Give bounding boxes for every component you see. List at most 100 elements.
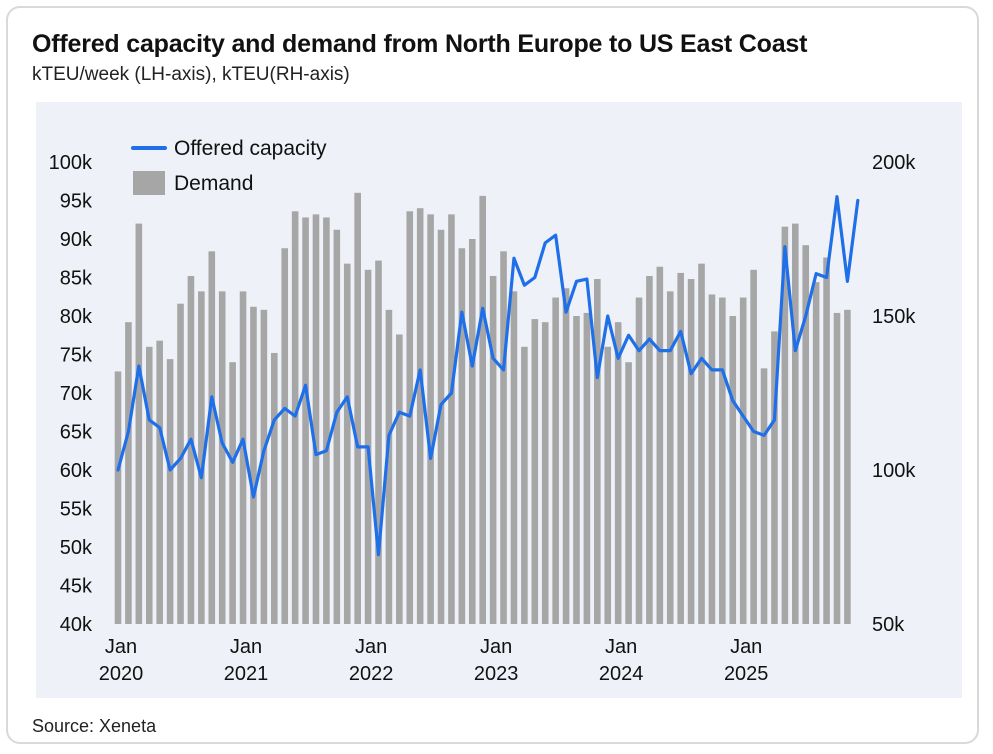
left-axis: 100k 95k 90k 85k 80k 75k 70k 65k 60k 55k 50k 45k 40k: [49, 152, 93, 636]
capacity-line-group: [116, 195, 860, 557]
demand-bar: [500, 251, 507, 624]
demand-bar: [802, 245, 810, 624]
demand-bar: [541, 322, 549, 624]
legend-bar-swatch: [133, 171, 165, 195]
x-axis: Jan 2020 Jan 2021 Jan 2022 Jan 2023 Jan 2024 Jan 20…: [99, 636, 769, 685]
demand-bar: [771, 331, 778, 624]
left-axis-tick-label: 75k: [60, 345, 93, 367]
demand-bar: [489, 275, 497, 624]
demand-bar: [760, 368, 768, 624]
demand-bar: [437, 229, 445, 624]
demand-bar: [198, 291, 205, 624]
demand-bar: [750, 269, 757, 624]
demand-bar: [250, 306, 257, 624]
demand-bar: [229, 362, 236, 624]
source-note: Source: Xeneta: [32, 716, 157, 736]
x-axis-year-label: 2021: [224, 663, 269, 685]
demand-bar: [125, 322, 132, 624]
left-axis-tick-label: 100k: [49, 152, 93, 174]
demand-bar: [583, 312, 591, 624]
demand-bar: [135, 223, 143, 624]
demand-bar: [739, 297, 747, 624]
demand-bar: [323, 217, 330, 624]
demand-bar: [333, 229, 341, 624]
demand-bar: [156, 340, 163, 624]
left-axis-tick-label: 95k: [60, 191, 93, 213]
left-axis-tick-label: 80k: [60, 306, 93, 328]
demand-bar: [781, 226, 789, 624]
demand-bar: [698, 263, 705, 624]
legend-label: Demand: [174, 172, 253, 195]
demand-bar: [635, 297, 643, 624]
chart-title: Offered capacity and demand from North E…: [32, 30, 808, 58]
demand-bar: [281, 248, 289, 625]
demand-bar: [531, 319, 539, 624]
demand-bar: [510, 291, 518, 624]
demand-bar: [562, 288, 570, 624]
demand-bar: [239, 291, 247, 624]
right-axis-tick-label: 50k: [872, 614, 905, 636]
x-axis-year-label: 2025: [724, 663, 769, 685]
x-axis-year-label: 2022: [349, 663, 394, 685]
demand-bar: [260, 309, 268, 624]
demand-bar: [343, 263, 351, 624]
demand-bar: [208, 251, 216, 624]
demand-bar: [823, 257, 830, 624]
demand-bar: [604, 346, 612, 624]
demand-bar: [719, 297, 726, 624]
demand-bar: [552, 297, 559, 624]
x-axis-month-label: Jan: [355, 636, 387, 658]
left-axis-tick-label: 40k: [60, 614, 93, 636]
right-axis: 200k 150k 100k 50k: [872, 152, 916, 636]
x-axis-month-label: Jan: [730, 636, 762, 658]
left-axis-tick-label: 60k: [60, 460, 93, 482]
left-axis-tick-label: 85k: [60, 268, 93, 290]
demand-bar: [448, 214, 455, 625]
demand-bar: [114, 371, 122, 624]
left-axis-tick-label: 45k: [60, 576, 93, 598]
demand-bar: [396, 334, 403, 624]
left-axis-tick-label: 90k: [60, 229, 93, 251]
demand-bar: [666, 291, 674, 624]
right-axis-tick-label: 100k: [872, 460, 916, 482]
left-axis-tick-label: 65k: [60, 422, 93, 444]
demand-bars: [114, 192, 851, 625]
demand-bar: [729, 316, 737, 624]
x-axis-year-label: 2024: [599, 663, 644, 685]
left-axis-tick-label: 70k: [60, 383, 93, 405]
demand-bar: [614, 322, 622, 624]
demand-bar: [354, 192, 361, 625]
offered-capacity-line: [116, 195, 860, 557]
legend: Offered capacity Demand: [131, 137, 327, 195]
demand-bar: [385, 309, 393, 624]
demand-bar: [312, 214, 320, 625]
demand-bar: [833, 312, 841, 624]
demand-bar: [427, 214, 434, 625]
demand-bar: [416, 208, 424, 624]
demand-bar: [145, 346, 153, 624]
demand-bar: [521, 346, 528, 624]
legend-label: Offered capacity: [174, 137, 327, 160]
demand-bar: [187, 275, 195, 624]
demand-bar: [218, 291, 226, 624]
demand-bar: [375, 260, 382, 624]
demand-bar: [792, 223, 799, 624]
left-axis-tick-label: 50k: [60, 537, 93, 559]
right-axis-tick-label: 200k: [872, 152, 916, 174]
x-axis-month-label: Jan: [105, 636, 137, 658]
demand-bar: [479, 195, 486, 624]
demand-bar: [687, 279, 695, 624]
demand-bar: [271, 352, 278, 624]
x-axis-month-label: Jan: [480, 636, 512, 658]
demand-bar: [573, 316, 580, 624]
demand-bar: [177, 303, 184, 624]
demand-bar: [677, 272, 684, 624]
demand-bar: [625, 362, 632, 624]
demand-bar: [594, 279, 601, 624]
demand-bar: [646, 275, 653, 624]
demand-bar: [656, 266, 664, 624]
demand-bar: [302, 217, 309, 624]
demand-bar: [166, 359, 174, 624]
demand-bar: [812, 282, 820, 624]
